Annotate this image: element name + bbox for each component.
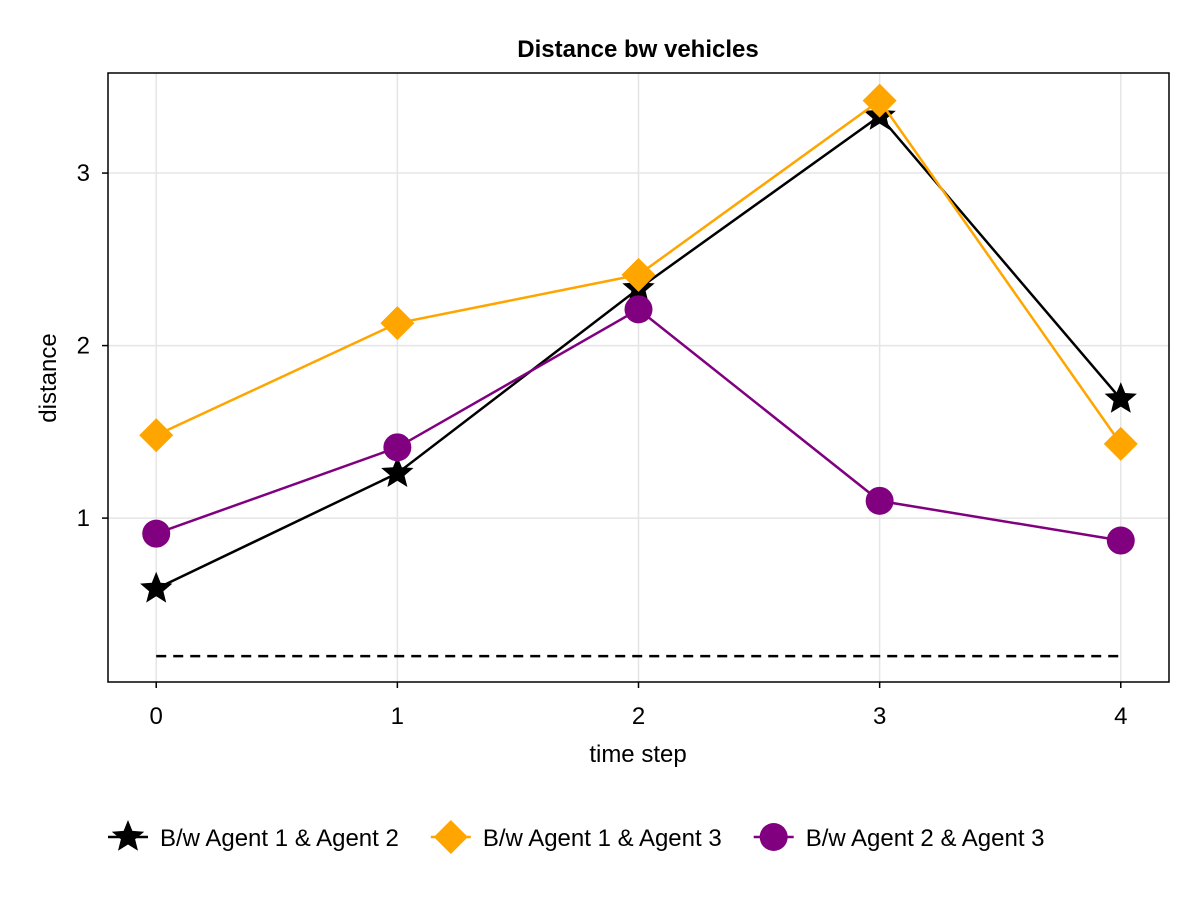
chart-title: Distance bw vehicles [517,36,758,63]
y-tick-label: 1 [77,505,90,532]
x-tick-label: 3 [873,703,886,730]
legend-label: B/w Agent 1 & Agent 2 [160,825,399,852]
data-point [380,306,415,341]
data-point [140,571,173,603]
legend: B/w Agent 1 & Agent 2 B/w Agent 1 & Agent… [108,820,1045,854]
grid-lines [108,73,1169,682]
y-tick-label: 3 [77,160,90,187]
legend-marker [759,823,788,851]
x-tick-label: 0 [150,703,163,730]
data-point [1103,426,1138,461]
data-point [862,83,897,118]
legend-marker [433,820,468,854]
legend-item: B/w Agent 1 & Agent 2 [108,820,399,852]
legend-marker [111,820,145,851]
y-tick-label: 2 [77,333,90,360]
x-axis-ticks: 0 1 2 3 4 [150,682,1127,730]
legend-item: B/w Agent 1 & Agent 3 [430,820,722,854]
y-axis-ticks: 1 2 3 [77,160,108,532]
data-point [1106,526,1135,555]
series-3 [142,295,1135,555]
data-point [381,456,414,487]
data-point [383,433,412,462]
data-point [139,418,174,453]
x-axis-label: time step [589,741,686,768]
data-point [142,519,171,548]
series-group [139,83,1138,603]
x-tick-label: 1 [391,703,404,730]
data-point [621,257,656,292]
series-2 [139,83,1138,461]
data-point [624,295,653,324]
data-point [865,486,894,515]
legend-label: B/w Agent 2 & Agent 3 [806,825,1045,852]
x-tick-label: 2 [632,703,645,730]
data-point [1104,382,1137,413]
x-tick-label: 4 [1114,703,1127,730]
legend-label: B/w Agent 1 & Agent 3 [483,825,722,852]
y-axis-label: distance [35,333,62,422]
legend-item: B/w Agent 2 & Agent 3 [753,823,1045,852]
